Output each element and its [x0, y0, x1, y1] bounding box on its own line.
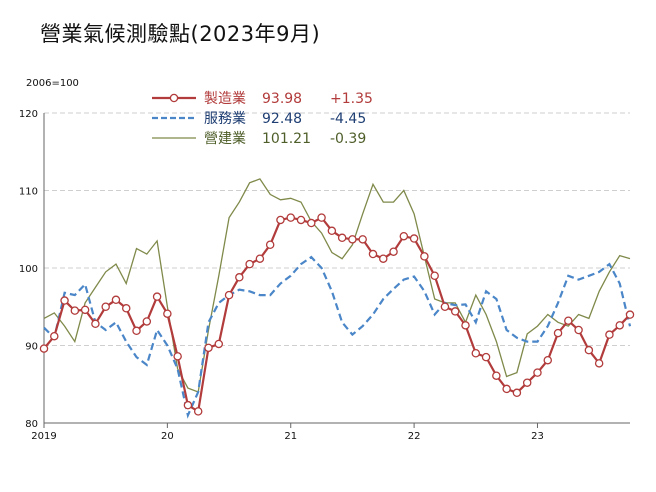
data-point: [430, 271, 439, 280]
data-point: [50, 331, 59, 341]
data-point: [286, 213, 295, 222]
data-point: [121, 304, 131, 313]
data-point: [512, 388, 522, 398]
data-point: [265, 240, 275, 249]
data-point: [224, 290, 234, 300]
data-point: [358, 235, 367, 244]
data-point: [91, 319, 100, 329]
data-point: [235, 273, 244, 282]
x-tick-label: 23: [531, 431, 544, 442]
legend-change: +1.35: [330, 91, 373, 107]
legend-name: 服務業: [204, 111, 246, 127]
data-point: [142, 317, 152, 326]
y-tick-label: 110: [19, 187, 38, 198]
data-point: [481, 352, 491, 362]
data-point: [440, 302, 450, 311]
legend-latest-value: 92.48: [262, 111, 302, 127]
y-tick-label: 120: [19, 109, 38, 120]
x-tick-label: 22: [408, 431, 421, 442]
x-tick-label: 20: [161, 431, 174, 442]
data-point: [574, 325, 583, 335]
data-point: [255, 254, 265, 263]
legend-name: 製造業: [204, 91, 246, 107]
data-point: [173, 352, 182, 361]
data-point: [450, 307, 460, 316]
data-point: [152, 292, 162, 301]
x-tick-label: 21: [284, 431, 297, 442]
legend-latest-value: 93.98: [262, 91, 302, 107]
data-point: [348, 235, 357, 244]
data-point: [276, 215, 285, 225]
data-point: [605, 330, 614, 339]
data-point: [163, 309, 172, 318]
data-point: [625, 310, 635, 319]
legend-change: -4.45: [330, 111, 366, 127]
data-point: [70, 306, 80, 315]
data-point: [111, 295, 121, 305]
data-point: [399, 231, 409, 241]
data-point: [553, 328, 563, 338]
data-point: [564, 316, 573, 325]
data-point: [584, 345, 594, 355]
data-point: [204, 343, 213, 353]
data-point: [317, 213, 326, 222]
legend-latest-value: 101.21: [262, 131, 311, 147]
legend-name: 營建業: [204, 131, 246, 147]
data-point: [461, 321, 470, 330]
data-point: [533, 368, 542, 377]
data-point: [101, 302, 110, 311]
data-point: [214, 339, 224, 349]
data-point: [193, 407, 203, 416]
y-tick-label: 80: [25, 419, 38, 430]
data-point: [60, 296, 69, 305]
y-tick-label: 100: [19, 264, 38, 275]
data-point: [420, 252, 429, 261]
data-point: [296, 215, 306, 225]
data-point: [337, 233, 347, 243]
data-point: [307, 218, 316, 228]
data-point: [80, 305, 90, 315]
series-line-1: [43, 216, 631, 414]
data-point: [543, 355, 553, 365]
data-point: [39, 344, 49, 353]
data-point: [409, 234, 419, 243]
legend-marker: [169, 93, 179, 103]
data-point: [327, 226, 337, 236]
data-point: [245, 259, 254, 269]
chart-title: 營業氣候測驗點(2023年9月): [40, 22, 321, 46]
unit-label: 2006=100: [26, 78, 79, 89]
data-point: [502, 384, 511, 394]
data-point: [379, 254, 388, 263]
data-point: [368, 249, 378, 259]
data-point: [183, 400, 193, 410]
data-point: [594, 359, 604, 368]
data-point: [522, 378, 532, 387]
series-line-3: [43, 178, 631, 393]
x-tick-label: 2019: [31, 431, 56, 442]
series-line-2: [43, 255, 632, 419]
data-point: [492, 371, 501, 380]
data-point: [471, 348, 481, 358]
y-tick-label: 90: [25, 342, 38, 353]
legend-change: -0.39: [330, 131, 366, 147]
data-point: [615, 321, 624, 330]
data-point: [389, 247, 398, 256]
data-point: [132, 326, 141, 336]
